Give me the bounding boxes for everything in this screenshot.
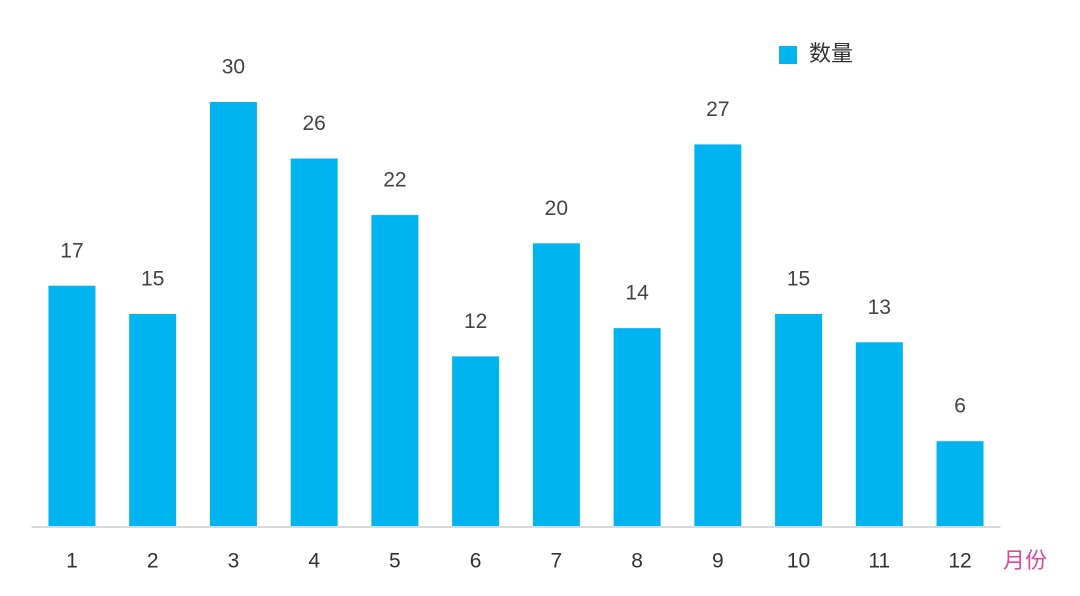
value-label: 26 [302,112,325,135]
value-label: 20 [545,197,568,220]
value-label: 17 [60,239,83,262]
x-tick-label: 5 [389,550,401,573]
x-tick-label: 12 [948,550,971,573]
bar [452,356,500,526]
bar [855,342,903,526]
bar [371,215,419,527]
bar [48,285,96,526]
x-tick-label: 2 [147,550,159,573]
value-label: 22 [383,169,406,192]
x-tick-label: 4 [308,550,320,573]
bar [209,102,257,526]
value-label: 30 [222,56,245,79]
legend-swatch [779,46,797,64]
x-tick-label: 10 [787,550,810,573]
bar [532,243,580,527]
bar [290,158,338,527]
bar [129,314,177,526]
bar [936,441,984,526]
value-label: 6 [954,395,966,418]
legend-label: 数量 [809,41,853,66]
value-label: 15 [787,268,810,291]
bar [613,328,661,526]
x-tick-label: 7 [551,550,563,573]
value-label: 12 [464,310,487,333]
x-tick-label: 11 [868,550,890,573]
x-tick-label: 8 [631,550,643,573]
x-tick-label: 3 [228,550,240,573]
x-tick-label: 1 [66,550,78,573]
bar [694,144,742,526]
x-axis-label: 月份 [1003,548,1047,573]
value-label: 15 [141,268,164,291]
x-tick-label: 6 [470,550,482,573]
x-tick-label: 9 [712,550,724,573]
bar [775,314,823,526]
value-label: 27 [706,98,729,121]
value-label: 13 [868,296,891,319]
value-label: 14 [625,282,649,305]
